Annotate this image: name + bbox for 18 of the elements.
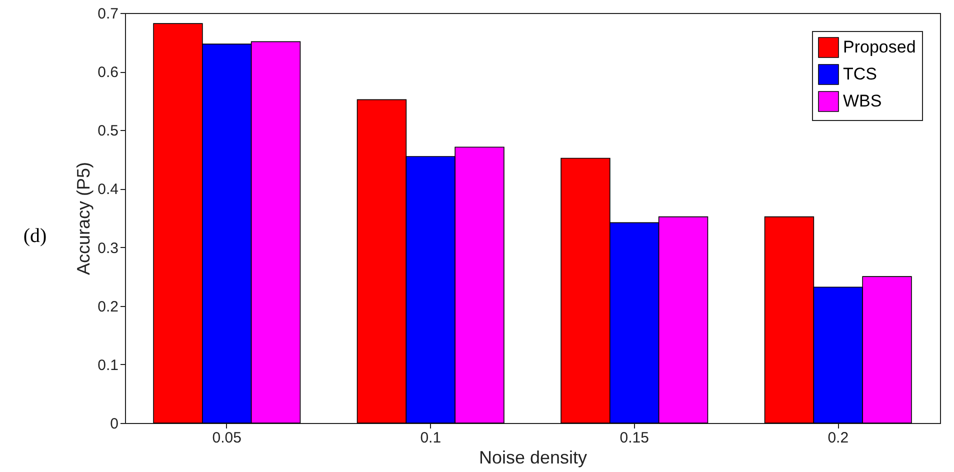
text: (d)	[22, 224, 48, 248]
y-tick-label: 0.5	[98, 122, 118, 140]
y-tick-label: 0	[110, 416, 118, 432]
y-tick-label: 0.3	[98, 240, 118, 257]
y-tick-label: 0.1	[98, 356, 118, 374]
y-tick-label: 0.7	[98, 6, 118, 22]
y-tick-label: 0.2	[98, 298, 118, 316]
y-tick-label: 0.6	[98, 64, 118, 82]
x-tick-label: 0.05	[212, 430, 242, 446]
legend-label: Proposed	[843, 38, 916, 56]
x-axis-title: Noise density	[478, 448, 588, 468]
x-tick-label: 0.2	[828, 430, 849, 446]
legend-label: WBS	[843, 92, 882, 110]
x-tick-label: 0.15	[620, 430, 649, 446]
y-tick-label: 0.4	[98, 181, 118, 198]
legend-label: TCS	[843, 64, 877, 84]
y-axis-title: Accuracy (P5)	[74, 162, 94, 276]
x-tick-label: 0.1	[420, 430, 442, 446]
